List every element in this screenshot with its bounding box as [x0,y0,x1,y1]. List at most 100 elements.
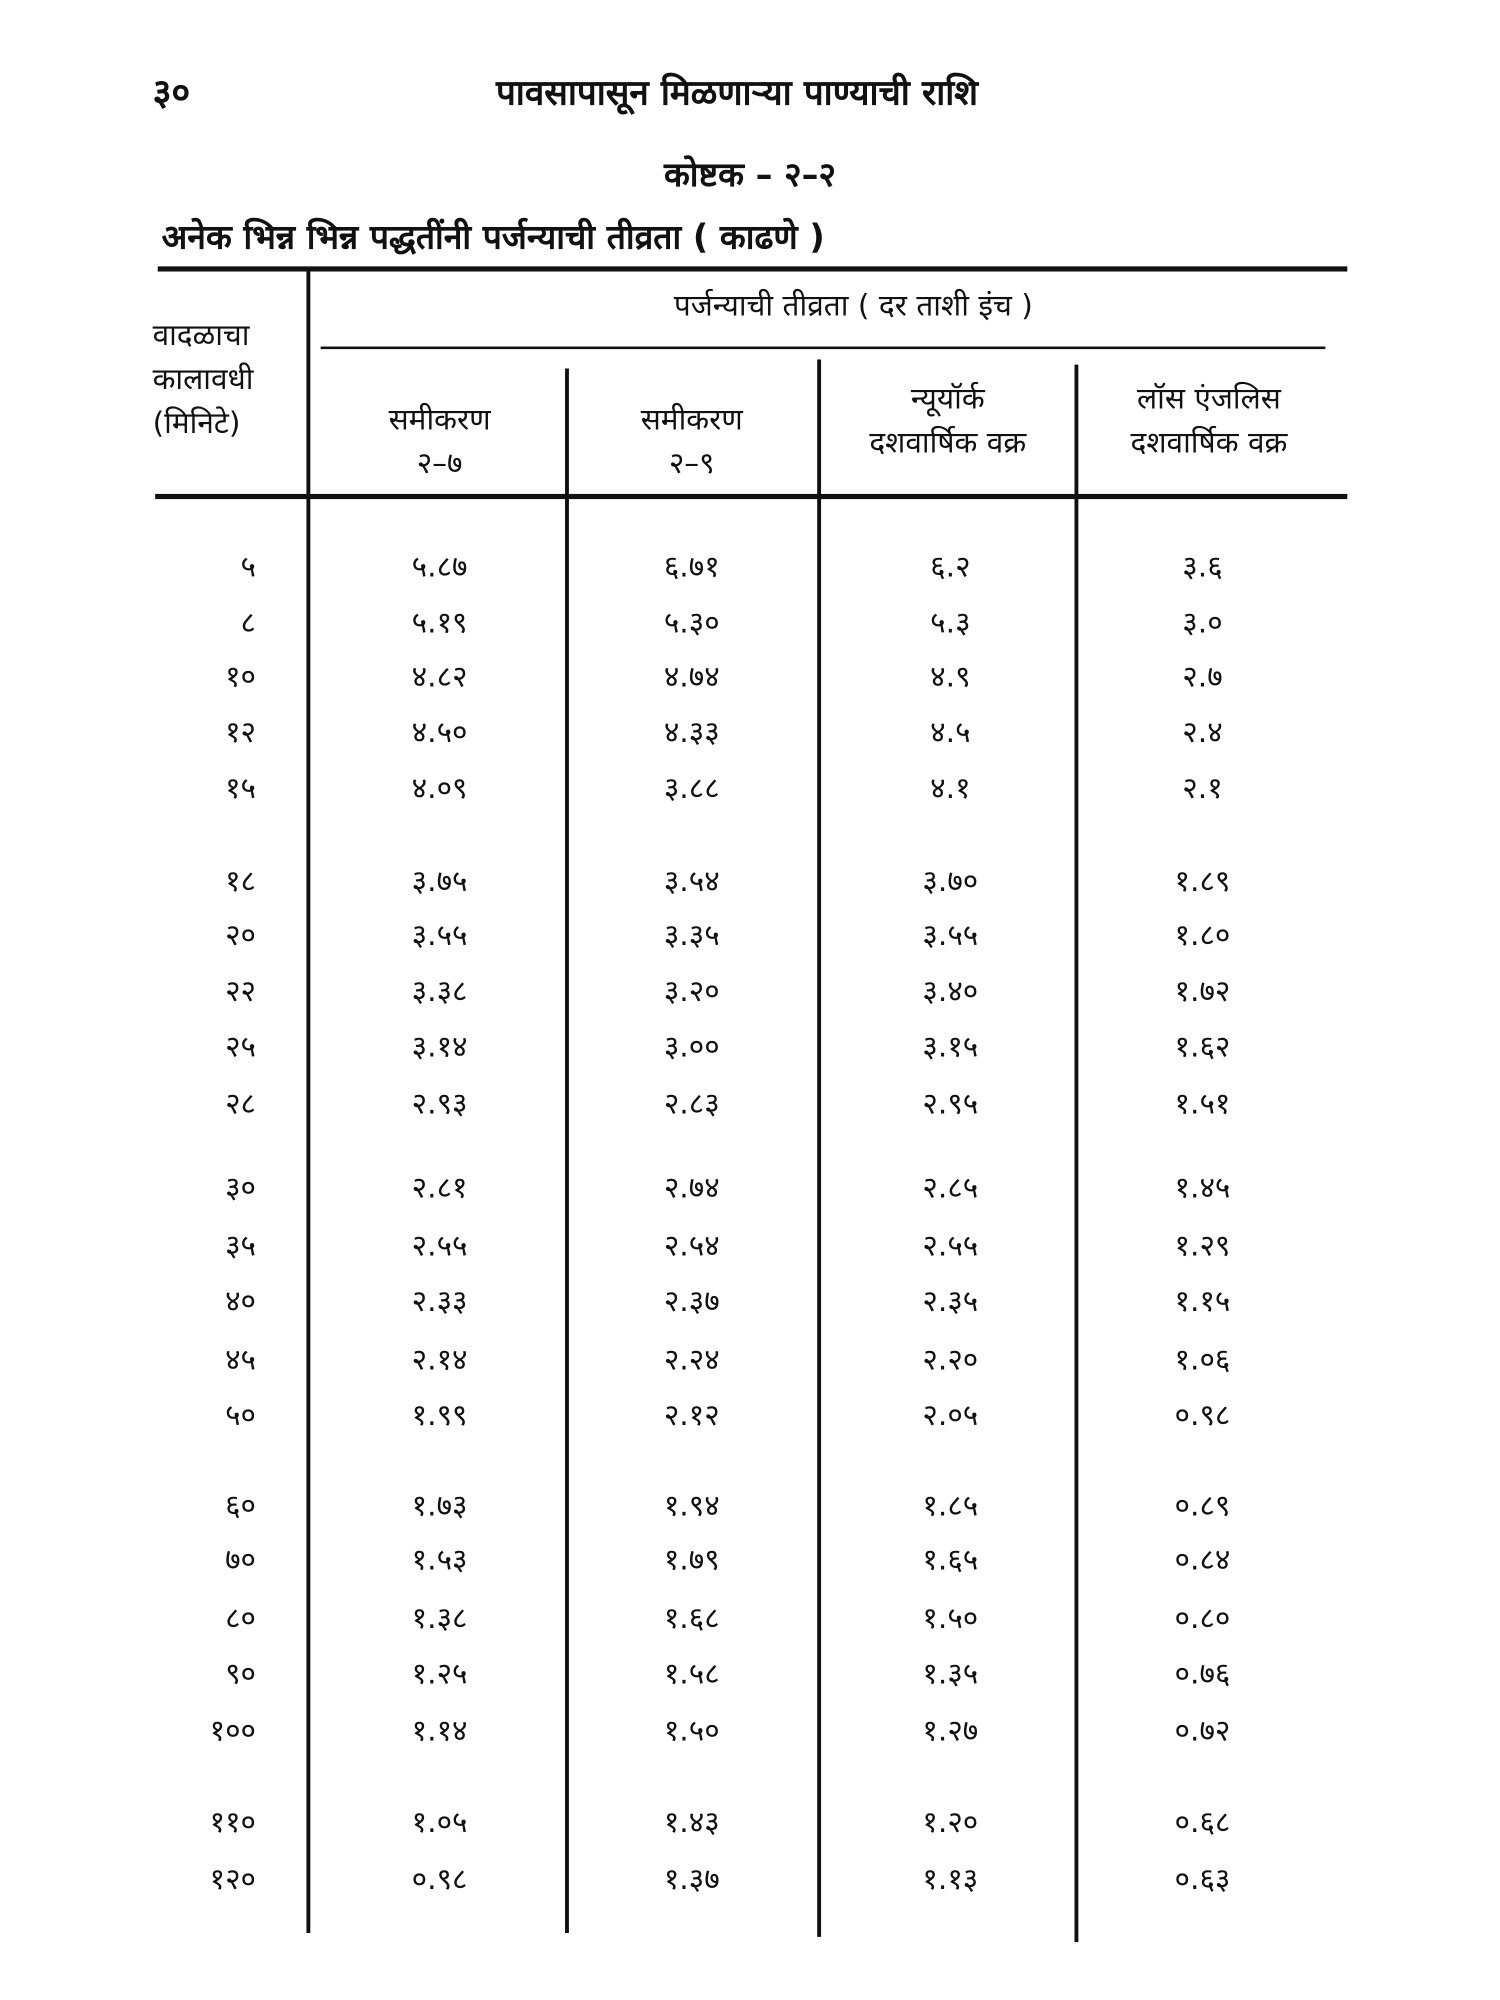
intensity-cell: ६.२ [930,550,971,585]
intensity-cell: २.८५ [922,1171,979,1206]
table-caption: अनेक भिन्न भिन्न पद्धतींनी पर्जन्याची ती… [161,218,825,258]
intensity-cell: २.९३ [411,1087,468,1122]
intensity-cell: २.५५ [922,1229,979,1264]
intensity-cell: १.०५ [411,1806,468,1840]
intensity-cell: १.८५ [922,1489,979,1524]
intensity-cell: १.१४ [411,1714,468,1749]
duration-cell: ८० [225,1602,257,1636]
intensity-cell: १.३५ [922,1657,979,1692]
intensity-cell: १.७२ [1174,974,1231,1009]
duration-cell: ४० [225,1285,257,1319]
column-divider [1074,364,1079,1943]
duration-cell: १८ [225,865,257,899]
intensity-cell: ३.८८ [663,771,720,806]
intensity-cell: ४.०९ [411,771,468,806]
intensity-cell: २.७४ [663,1171,720,1206]
column-header-line: २–७ [416,447,463,481]
column-header-line: २–९ [668,447,715,481]
intensity-cell: ३.० [1182,606,1223,641]
column-header: समीकरण २–९ [575,398,808,486]
duration-cell: ५ [240,550,257,585]
column-divider [817,359,822,1937]
duration-cell: ३५ [225,1229,257,1264]
intensity-cell: २.१२ [663,1399,720,1433]
intensity-cell: १.८० [1174,919,1231,953]
intensity-cell: ३.०० [663,1030,720,1065]
intensity-cell: २.३७ [663,1285,720,1319]
intensity-cell: १.६८ [663,1602,720,1636]
intensity-cell: ६.७१ [663,550,720,585]
intensity-cell: १.७९ [663,1543,720,1578]
intensity-cell: २.४ [1182,716,1223,750]
intensity-cell: २.३३ [411,1285,468,1319]
intensity-cell: १.७३ [411,1489,468,1524]
intensity-cell: १.६२ [1174,1030,1231,1065]
intensity-cell: ०.६८ [1174,1806,1231,1840]
duration-cell: १०० [209,1714,257,1749]
duration-cell: २५ [225,1030,257,1065]
duration-cell: ८ [240,606,257,641]
intensity-cell: २.८३ [663,1087,720,1122]
intensity-cell: ५.१९ [411,606,468,641]
group-header-rule [320,346,1326,350]
column-header-line: समीकरण [388,403,491,438]
row-header-line: (मिनिटे) [152,407,241,441]
page-number: ३० [152,71,191,114]
intensity-cell: १.५० [922,1602,979,1636]
intensity-cell: ३.५५ [411,919,468,953]
intensity-cell: १.५८ [663,1657,720,1692]
intensity-cell: १.६५ [922,1543,979,1578]
intensity-cell: ०.८४ [1174,1543,1231,1578]
duration-cell: २८ [225,1087,257,1122]
intensity-cell: ५.३० [663,606,720,641]
intensity-cell: ३.१४ [411,1030,468,1065]
intensity-cell: १.२७ [922,1714,979,1749]
intensity-cell: ४.८२ [411,660,468,695]
intensity-cell: १.९९ [411,1399,468,1433]
column-header-line: समीकरण [640,403,743,438]
intensity-cell: २.३५ [922,1285,979,1319]
duration-cell: १५ [225,771,257,806]
intensity-cell: १.५३ [411,1543,468,1578]
intensity-cell: २.२० [922,1343,979,1378]
duration-cell: ७० [225,1543,257,1578]
column-header-line: दशवार्षिक वक्र [869,426,1027,461]
duration-cell: ४५ [225,1343,257,1378]
intensity-cell: १.८९ [1174,865,1231,899]
column-divider [565,368,569,1934]
group-header: पर्जन्याची तीव्रता ( दर ताशी इंच ) [673,289,1033,324]
intensity-cell: २.१४ [411,1343,468,1378]
running-title: पावसापासून मिळणाऱ्या पाण्याची राशि [495,73,979,114]
intensity-cell: ०.९८ [411,1863,468,1897]
intensity-cell: २.१ [1182,771,1223,806]
intensity-cell: १.५१ [1174,1087,1231,1122]
intensity-cell: ३.३५ [663,919,720,953]
intensity-cell: १.०६ [1174,1343,1231,1378]
intensity-cell: ५.८७ [411,550,468,585]
row-header-line: कालावधी [152,363,254,397]
intensity-cell: १.२० [922,1806,979,1840]
duration-cell: ९० [225,1657,257,1692]
duration-cell: ११० [209,1806,257,1840]
duration-cell: १२ [225,716,257,750]
intensity-cell: १.१३ [922,1863,979,1897]
column-header: लॉस एंजलिस दशवार्षिक वक्र [1080,378,1339,466]
duration-cell: १० [225,660,257,695]
column-header-line: लॉस एंजलिस [1136,382,1281,417]
intensity-cell: १.२५ [411,1657,468,1692]
duration-cell: ६० [225,1489,257,1524]
column-header: न्यूयॉर्क दशवार्षिक वक्र [822,378,1073,466]
intensity-cell: १.३८ [411,1602,468,1636]
table-top-rule [157,266,1348,272]
intensity-cell: ०.९८ [1174,1399,1231,1433]
column-header-line: दशवार्षिक वक्र [1130,426,1288,461]
intensity-cell: ५.३ [930,606,971,641]
intensity-cell: २.५४ [663,1229,720,1264]
intensity-cell: ३.३८ [411,974,468,1009]
duration-cell: २२ [225,974,257,1009]
intensity-cell: ३.७० [922,865,979,899]
row-header: वादळाचा कालावधी (मिनिटे) [153,314,306,446]
row-header-line: वादळाचा [152,319,250,353]
intensity-cell: ४.५ [930,716,971,750]
